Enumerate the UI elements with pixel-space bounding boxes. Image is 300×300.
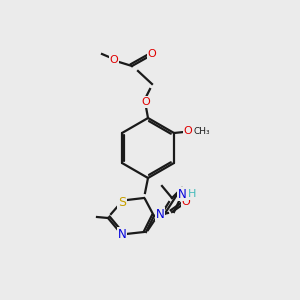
Text: O: O xyxy=(184,126,192,136)
Text: N: N xyxy=(118,227,126,241)
Text: N: N xyxy=(156,208,164,220)
Text: S: S xyxy=(118,196,126,208)
Text: N: N xyxy=(178,188,186,200)
Text: O: O xyxy=(142,97,150,107)
Text: CH₃: CH₃ xyxy=(194,127,210,136)
Text: O: O xyxy=(110,55,118,65)
Text: O: O xyxy=(182,197,190,207)
Text: O: O xyxy=(148,49,156,59)
Text: H: H xyxy=(188,189,196,199)
